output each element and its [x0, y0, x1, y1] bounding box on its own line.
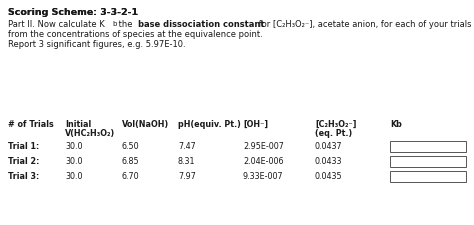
Text: 7.47: 7.47	[178, 142, 196, 151]
Text: 2.04E-006: 2.04E-006	[243, 157, 283, 166]
Text: 6.85: 6.85	[122, 157, 140, 166]
Text: Trial 2:: Trial 2:	[8, 157, 39, 166]
Text: Kb: Kb	[390, 120, 402, 129]
Text: Report 3 significant figures, e.g. 5.97E-10.: Report 3 significant figures, e.g. 5.97E…	[8, 40, 186, 49]
Text: Scoring Scheme: 3-3-2-1: Scoring Scheme: 3-3-2-1	[8, 8, 138, 17]
Text: Initial: Initial	[65, 120, 91, 129]
Text: Scoring Scheme: 3-3-2-1: Scoring Scheme: 3-3-2-1	[8, 8, 138, 17]
Text: (eq. Pt.): (eq. Pt.)	[315, 129, 352, 138]
Text: Trial 3:: Trial 3:	[8, 172, 39, 181]
Text: pH(equiv. Pt.): pH(equiv. Pt.)	[178, 120, 241, 129]
Text: for [C₂H₃O₂⁻], acetate anion, for each of your trials: for [C₂H₃O₂⁻], acetate anion, for each o…	[256, 20, 472, 29]
Text: 9.33E-007: 9.33E-007	[243, 172, 283, 181]
Text: 2.95E-007: 2.95E-007	[243, 142, 284, 151]
Text: 30.0: 30.0	[65, 172, 82, 181]
Text: Trial 1:: Trial 1:	[8, 142, 39, 151]
Text: the: the	[116, 20, 135, 29]
Text: [C₂H₃O₂⁻]: [C₂H₃O₂⁻]	[315, 120, 356, 129]
Bar	[390, 141, 466, 152]
Text: Part II. Now calculate K: Part II. Now calculate K	[8, 20, 105, 29]
Text: 0.0435: 0.0435	[315, 172, 343, 181]
Text: base dissociation constant: base dissociation constant	[137, 20, 264, 29]
Text: 6.50: 6.50	[122, 142, 140, 151]
Text: [OH⁻]: [OH⁻]	[243, 120, 268, 129]
Text: V(HC₂H₃O₂): V(HC₂H₃O₂)	[65, 129, 115, 138]
Text: # of Trials: # of Trials	[8, 120, 54, 129]
Text: 0.0433: 0.0433	[315, 157, 343, 166]
Text: 8.31: 8.31	[178, 157, 195, 166]
Text: 30.0: 30.0	[65, 157, 82, 166]
Text: 6.70: 6.70	[122, 172, 140, 181]
Text: 0.0437: 0.0437	[315, 142, 343, 151]
Text: 7.97: 7.97	[178, 172, 196, 181]
Text: from the concentrations of species at the equivalence point.: from the concentrations of species at th…	[8, 30, 263, 39]
Text: 30.0: 30.0	[65, 142, 82, 151]
Text: Vol(NaOH): Vol(NaOH)	[122, 120, 169, 129]
Bar	[390, 156, 466, 167]
Text: b: b	[112, 22, 117, 27]
Bar	[390, 171, 466, 182]
